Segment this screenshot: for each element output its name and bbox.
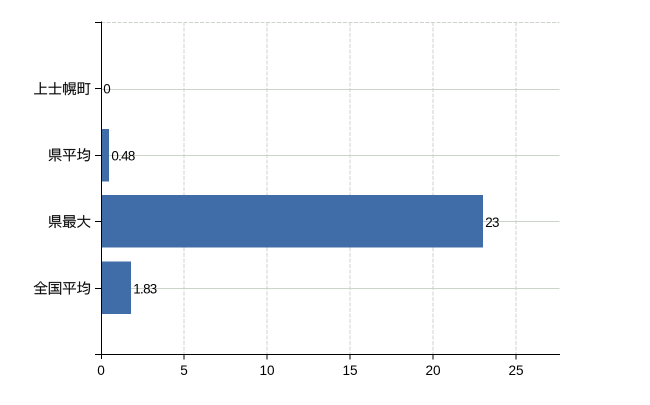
svg-text:0: 0 (97, 363, 105, 378)
svg-text:5: 5 (180, 363, 188, 378)
svg-text:10: 10 (259, 363, 275, 378)
svg-text:0.48: 0.48 (111, 148, 135, 163)
svg-text:20: 20 (425, 363, 441, 378)
svg-text:23: 23 (485, 215, 499, 230)
svg-text:1.83: 1.83 (133, 281, 157, 296)
svg-text:0: 0 (103, 82, 110, 97)
svg-text:15: 15 (342, 363, 357, 378)
svg-text:25: 25 (508, 363, 523, 378)
